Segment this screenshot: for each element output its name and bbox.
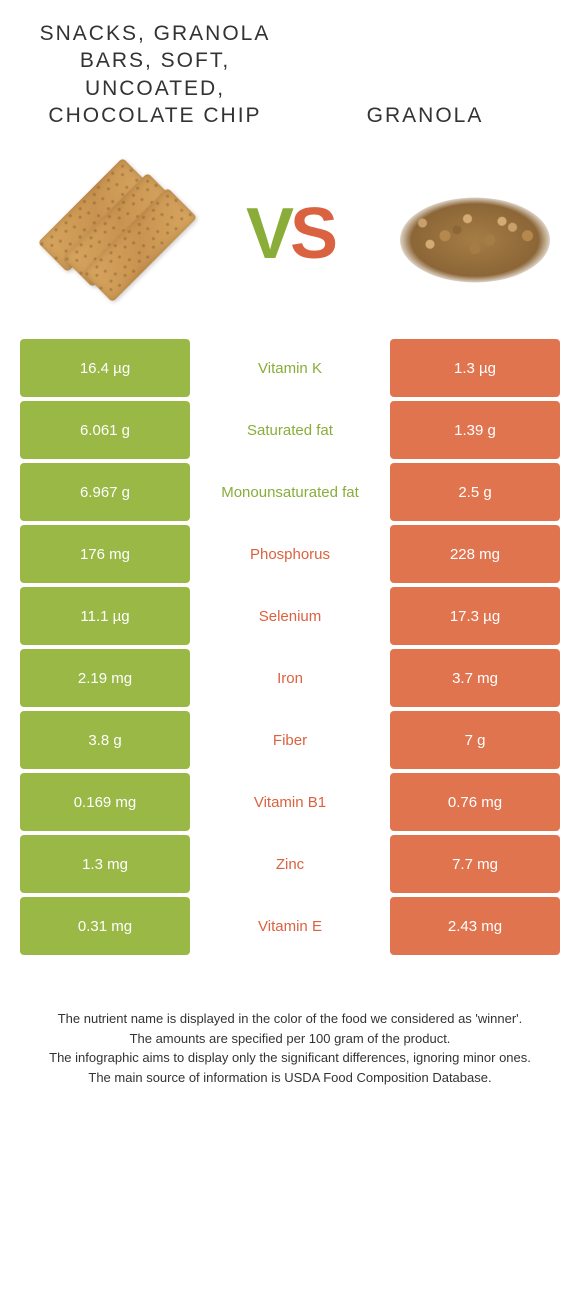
table-row: 6.061 gSaturated fat1.39 g	[20, 401, 560, 459]
cell-right-value: 2.5 g	[390, 463, 560, 521]
table-row: 6.967 gMonounsaturated fat2.5 g	[20, 463, 560, 521]
cell-left-value: 3.8 g	[20, 711, 190, 769]
table-row: 2.19 mgIron3.7 mg	[20, 649, 560, 707]
cell-right-value: 1.39 g	[390, 401, 560, 459]
cell-left-value: 2.19 mg	[20, 649, 190, 707]
cell-right-value: 228 mg	[390, 525, 560, 583]
food-left-title: SNACKS, GRANOLA BARS, SOFT, UNCOATED, CH…	[34, 20, 277, 129]
cell-nutrient-label: Selenium	[190, 587, 390, 645]
footer-line: The amounts are specified per 100 gram o…	[20, 1029, 560, 1049]
cell-nutrient-label: Iron	[190, 649, 390, 707]
footer-notes: The nutrient name is displayed in the co…	[0, 959, 580, 1107]
cell-left-value: 0.31 mg	[20, 897, 190, 955]
footer-line: The main source of information is USDA F…	[20, 1068, 560, 1088]
cell-left-value: 1.3 mg	[20, 835, 190, 893]
cell-right-value: 2.43 mg	[390, 897, 560, 955]
table-row: 1.3 mgZinc7.7 mg	[20, 835, 560, 893]
cell-left-value: 6.967 g	[20, 463, 190, 521]
cell-nutrient-label: Vitamin B1	[190, 773, 390, 831]
table-row: 176 mgPhosphorus228 mg	[20, 525, 560, 583]
food-right-title: GRANOLA	[304, 102, 547, 129]
footer-line: The nutrient name is displayed in the co…	[20, 1009, 560, 1029]
cell-left-value: 6.061 g	[20, 401, 190, 459]
cell-nutrient-label: Phosphorus	[190, 525, 390, 583]
food-right-image	[390, 159, 560, 309]
vs-label: VS	[246, 193, 334, 275]
comparison-table: 16.4 µgVitamin K1.3 µg6.061 gSaturated f…	[0, 339, 580, 955]
cell-right-value: 0.76 mg	[390, 773, 560, 831]
cell-right-value: 3.7 mg	[390, 649, 560, 707]
cell-right-value: 17.3 µg	[390, 587, 560, 645]
table-row: 11.1 µgSelenium17.3 µg	[20, 587, 560, 645]
food-left-image	[20, 159, 190, 309]
cell-right-value: 7.7 mg	[390, 835, 560, 893]
cell-nutrient-label: Monounsaturated fat	[190, 463, 390, 521]
table-row: 3.8 gFiber7 g	[20, 711, 560, 769]
images-row: VS	[0, 139, 580, 339]
vs-s: S	[290, 194, 334, 274]
table-row: 16.4 µgVitamin K1.3 µg	[20, 339, 560, 397]
cell-right-value: 1.3 µg	[390, 339, 560, 397]
header: SNACKS, GRANOLA BARS, SOFT, UNCOATED, CH…	[0, 0, 580, 139]
table-row: 0.31 mgVitamin E2.43 mg	[20, 897, 560, 955]
cell-left-value: 176 mg	[20, 525, 190, 583]
cell-right-value: 7 g	[390, 711, 560, 769]
cell-left-value: 16.4 µg	[20, 339, 190, 397]
cell-nutrient-label: Zinc	[190, 835, 390, 893]
vs-v: V	[246, 194, 290, 274]
granola-pile-icon	[395, 179, 555, 289]
footer-line: The infographic aims to display only the…	[20, 1048, 560, 1068]
cell-nutrient-label: Saturated fat	[190, 401, 390, 459]
cell-nutrient-label: Vitamin E	[190, 897, 390, 955]
cell-left-value: 0.169 mg	[20, 773, 190, 831]
cell-nutrient-label: Vitamin K	[190, 339, 390, 397]
table-row: 0.169 mgVitamin B10.76 mg	[20, 773, 560, 831]
cell-nutrient-label: Fiber	[190, 711, 390, 769]
cell-left-value: 11.1 µg	[20, 587, 190, 645]
granola-bars-icon	[25, 164, 185, 304]
